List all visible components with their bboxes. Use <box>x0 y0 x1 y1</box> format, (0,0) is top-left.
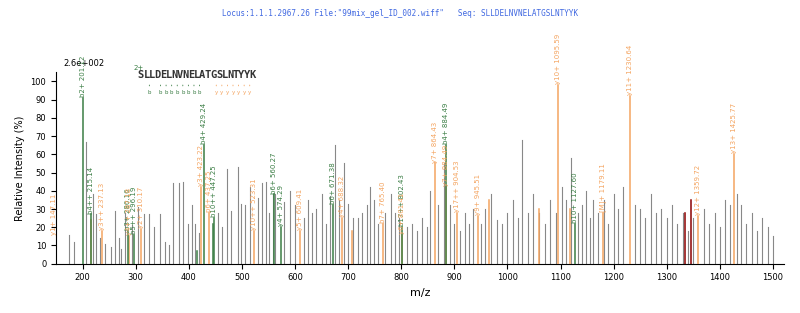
Text: b5++ 296.19: b5++ 296.19 <box>130 186 137 233</box>
Text: L: L <box>166 69 172 80</box>
Text: b4++ 215.14: b4++ 215.14 <box>88 167 94 213</box>
Text: y: y <box>214 90 218 95</box>
Text: L: L <box>149 69 155 80</box>
Text: Y: Y <box>238 69 245 80</box>
Text: b2+ 201.12: b2+ 201.12 <box>80 55 86 97</box>
Text: b6+ 671.38: b6+ 671.38 <box>330 163 336 204</box>
Text: S: S <box>216 69 222 80</box>
Text: y11+ 1230.64: y11+ 1230.64 <box>627 45 633 95</box>
Text: b: b <box>198 90 202 95</box>
Text: T: T <box>233 69 239 80</box>
Text: b: b <box>170 90 174 95</box>
Text: y7+ 864.43: y7+ 864.43 <box>433 121 438 162</box>
Text: p6+ 437.25: p6+ 437.25 <box>206 170 211 212</box>
Text: y4++ 287.18: y4++ 287.18 <box>126 188 132 235</box>
Text: b: b <box>192 90 196 95</box>
Text: y10++ 523.31: y10++ 523.31 <box>251 178 258 230</box>
Text: y: y <box>226 90 229 95</box>
Text: y5+ 609.41: y5+ 609.41 <box>297 189 303 230</box>
Text: V: V <box>177 69 183 80</box>
Text: Locus:1.1.1.2967.26 File:"99mix_gel_ID_002.wiff"   Seq: SLLDELNVNELATGSLNTYYK: Locus:1.1.1.2967.26 File:"99mix_gel_ID_0… <box>222 9 578 18</box>
Text: y: y <box>248 90 251 95</box>
Text: y10+ 1095.59: y10+ 1095.59 <box>555 34 561 84</box>
Text: y12+ 1359.72: y12+ 1359.72 <box>695 165 702 215</box>
Text: y: y <box>242 90 246 95</box>
X-axis label: m/z: m/z <box>410 288 430 298</box>
Text: b: b <box>186 90 190 95</box>
Text: D: D <box>154 69 161 80</box>
Text: T: T <box>205 69 211 80</box>
Text: [M]+ 1179.11: [M]+ 1179.11 <box>599 163 606 212</box>
Text: y1+ 147.11: y1+ 147.11 <box>51 194 58 235</box>
Text: N: N <box>171 69 178 80</box>
Text: L: L <box>194 69 200 80</box>
Text: Y: Y <box>244 69 250 80</box>
Text: b7+ 765.40: b7+ 765.40 <box>380 181 386 223</box>
Text: L: L <box>143 69 150 80</box>
Text: y3+ 423.22: y3+ 423.22 <box>198 145 204 186</box>
Y-axis label: Relative Intensity (%): Relative Intensity (%) <box>15 115 25 221</box>
Text: b: b <box>175 90 179 95</box>
Text: G: G <box>210 69 217 80</box>
Text: b17++ 802.43: b17++ 802.43 <box>399 174 406 226</box>
Text: K: K <box>250 69 256 80</box>
Text: y: y <box>237 90 240 95</box>
Text: y9+ 945.51: y9+ 945.51 <box>475 174 482 215</box>
Text: y: y <box>220 90 223 95</box>
Text: y3++ 237.13: y3++ 237.13 <box>99 183 106 230</box>
Text: b: b <box>164 90 168 95</box>
Text: b: b <box>181 90 185 95</box>
Text: b: b <box>158 90 162 95</box>
Text: y17++ 904.53: y17++ 904.53 <box>454 160 460 212</box>
Text: y4+ 574.29: y4+ 574.29 <box>278 185 284 226</box>
Text: y: y <box>231 90 234 95</box>
Text: N: N <box>182 69 189 80</box>
Text: b6+ 560.27: b6+ 560.27 <box>271 152 277 193</box>
Text: A: A <box>199 69 206 80</box>
Text: y7+ 884.49: y7+ 884.49 <box>443 145 449 186</box>
Text: b4+ 429.24: b4+ 429.24 <box>202 103 207 144</box>
Text: b10+ 1127.60: b10+ 1127.60 <box>572 172 578 223</box>
Text: b4+ 884.49: b4+ 884.49 <box>443 103 449 144</box>
Text: 2.6e+002: 2.6e+002 <box>63 59 105 69</box>
Text: E: E <box>160 69 166 80</box>
Text: y4+ 688.32: y4+ 688.32 <box>339 176 345 217</box>
Text: b: b <box>148 90 151 95</box>
Text: E: E <box>188 69 194 80</box>
Text: y13+ 1425.77: y13+ 1425.77 <box>730 103 737 153</box>
Text: b3+ 286.16: b3+ 286.16 <box>126 188 131 230</box>
Text: 2+: 2+ <box>133 65 143 71</box>
Text: y2+ 310.17: y2+ 310.17 <box>138 187 144 228</box>
Text: N: N <box>227 69 234 80</box>
Text: b10++ 447.25: b10++ 447.25 <box>211 166 217 217</box>
Text: L: L <box>222 69 228 80</box>
Text: S: S <box>138 69 144 80</box>
Text: y6+ 801.41: y6+ 801.41 <box>399 192 405 233</box>
